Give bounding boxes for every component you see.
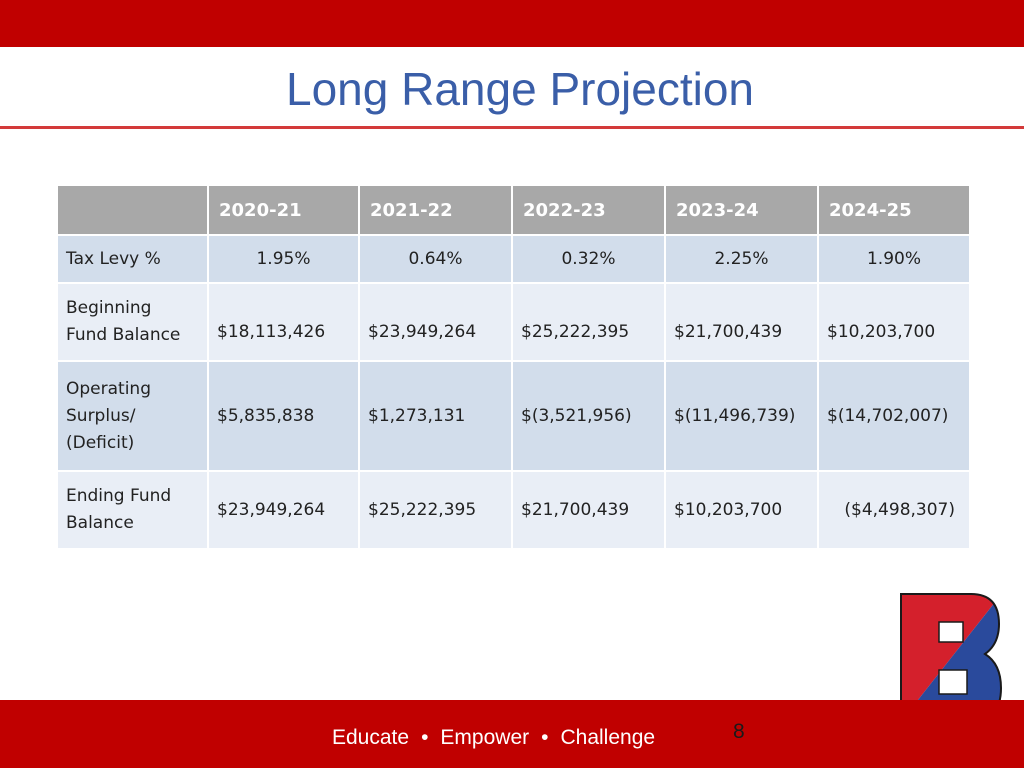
logo-lower-counter (938, 669, 968, 695)
row-label: Operating Surplus/ (Deficit) (56, 360, 209, 472)
motto-separator: • (421, 726, 429, 749)
row-label-line: Surplus/ (66, 405, 136, 426)
motto-word-empower: Empower (440, 726, 530, 749)
row-label-line: Fund Balance (66, 325, 181, 345)
table-cell: $10,203,700 (664, 470, 819, 550)
footer-banner (0, 700, 1024, 768)
header-year-2023-24: 2023-24 (664, 184, 819, 236)
page-number: 8 (733, 720, 745, 743)
table-cell-negative: ($4,498,307) (817, 470, 971, 550)
row-label: Tax Levy % (56, 234, 209, 284)
table-cell-negative: $(3,521,956) (511, 360, 666, 472)
table-row-tax-levy: Tax Levy % 1.95% 0.64% 0.32% 2.25% 1.90% (56, 234, 971, 284)
table-row-ending-fund-balance: Ending Fund Balance $23,949,264 $25,222,3… (56, 470, 971, 550)
table-cell: $25,222,395 (511, 282, 666, 362)
row-label-line: Ending Fund (66, 486, 172, 506)
header-corner-cell (56, 184, 209, 236)
motto-separator: • (541, 726, 549, 749)
table-cell: 1.90% (817, 234, 971, 284)
row-label-line: (Deficit) (66, 432, 135, 453)
table-cell: 0.32% (511, 234, 666, 284)
motto-word-educate: Educate (332, 726, 410, 749)
header-year-2024-25: 2024-25 (817, 184, 971, 236)
top-banner (0, 0, 1024, 47)
header-year-2020-21: 2020-21 (207, 184, 360, 236)
table-cell: $25,222,395 (358, 470, 513, 550)
table-cell: $21,700,439 (664, 282, 819, 362)
row-label: Beginning Fund Balance (56, 282, 209, 362)
row-label-line: Tax Levy % (66, 248, 161, 269)
table-row-beginning-fund-balance: Beginning Fund Balance $18,113,426 $23,94… (56, 282, 971, 362)
school-b-logo (900, 593, 1003, 723)
table-cell: $5,835,838 (207, 360, 360, 472)
table-header-row: 2020-21 2021-22 2022-23 2023-24 2024-25 (56, 184, 971, 236)
header-year-2021-22: 2021-22 (358, 184, 513, 236)
table-cell: $1,273,131 (358, 360, 513, 472)
logo-upper-counter (938, 621, 964, 643)
header-year-2022-23: 2022-23 (511, 184, 666, 236)
slide-title: Long Range Projection (286, 63, 754, 115)
table-cell: $10,203,700 (817, 282, 971, 362)
table-cell: 2.25% (664, 234, 819, 284)
row-label-line: Operating (66, 378, 151, 399)
table-cell: $18,113,426 (207, 282, 360, 362)
table-cell-negative: $(11,496,739) (664, 360, 819, 472)
table-row-operating-surplus-deficit: Operating Surplus/ (Deficit) $5,835,838 $1… (56, 360, 971, 472)
row-label: Ending Fund Balance (56, 470, 209, 550)
logo-blue-half (901, 594, 1001, 722)
table-cell: $23,949,264 (207, 470, 360, 550)
table-cell: 1.95% (207, 234, 360, 284)
table-cell-negative: $(14,702,007) (817, 360, 971, 472)
table-cell: $21,700,439 (511, 470, 666, 550)
table-cell: $23,949,264 (358, 282, 513, 362)
row-label-line: Balance (66, 513, 134, 533)
projection-table: 2020-21 2021-22 2022-23 2023-24 2024-25 … (56, 184, 971, 550)
row-label-line: Beginning (66, 298, 152, 318)
title-divider (0, 126, 1024, 129)
motto-word-challenge: Challenge (560, 726, 656, 749)
footer-motto: Educate • Empower • Challenge (332, 726, 655, 750)
table-cell: 0.64% (358, 234, 513, 284)
